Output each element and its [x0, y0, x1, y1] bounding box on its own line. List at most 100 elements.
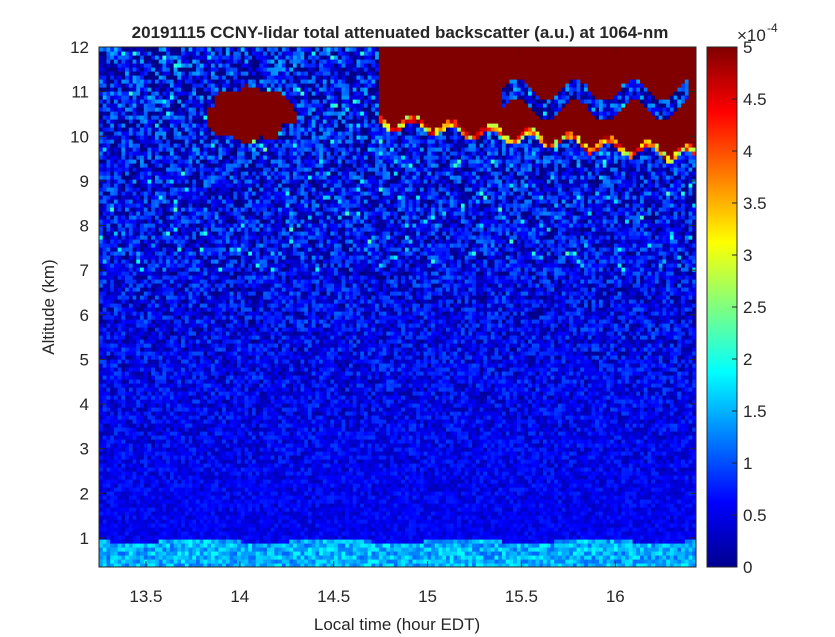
- heatmap-cell: [154, 143, 160, 148]
- heatmap-cell: [151, 351, 156, 356]
- heatmap-cell: [222, 323, 227, 328]
- heatmap-cell: [169, 47, 175, 52]
- heatmap-cell: [166, 239, 171, 244]
- heatmap-cell: [154, 563, 160, 567]
- heatmap-cell: [207, 111, 212, 116]
- heatmap-cell: [181, 399, 186, 404]
- heatmap-cell: [99, 403, 104, 408]
- heatmap-cell: [196, 167, 201, 172]
- heatmap-cell: [214, 47, 219, 52]
- heatmap-cell: [181, 367, 186, 372]
- heatmap-cell: [203, 439, 208, 444]
- heatmap-cell: [203, 319, 208, 324]
- heatmap-cell: [173, 275, 178, 280]
- heatmap-cell: [237, 51, 242, 56]
- heatmap-cell: [136, 327, 141, 332]
- heatmap-cell: [143, 283, 149, 288]
- heatmap-cell: [151, 367, 156, 372]
- heatmap-cell: [166, 311, 171, 316]
- heatmap-cell: [132, 359, 137, 364]
- heatmap-cell: [136, 55, 141, 60]
- heatmap-cell: [106, 359, 111, 364]
- heatmap-cell: [229, 563, 234, 567]
- heatmap-cell: [128, 267, 134, 272]
- heatmap-cell: [113, 407, 119, 412]
- heatmap-cell: [169, 235, 175, 240]
- heatmap-cell: [140, 559, 145, 564]
- heatmap-cell: [125, 455, 130, 460]
- heatmap-cell: [110, 143, 115, 148]
- heatmap-cell: [184, 495, 190, 500]
- heatmap-cell: [136, 399, 141, 404]
- heatmap-cell: [184, 79, 190, 84]
- heatmap-cell: [151, 267, 156, 272]
- heatmap-cell: [113, 279, 119, 284]
- heatmap-cell: [110, 95, 115, 100]
- heatmap-cell: [136, 111, 141, 116]
- heatmap-cell: [162, 379, 167, 384]
- heatmap-cell: [177, 451, 182, 456]
- heatmap-cell: [207, 279, 212, 284]
- heatmap-cell: [102, 231, 108, 236]
- heatmap-cell: [136, 363, 141, 368]
- heatmap-cell: [106, 415, 111, 420]
- heatmap-cell: [147, 295, 152, 300]
- heatmap-cell: [99, 547, 104, 552]
- heatmap-cell: [154, 495, 160, 500]
- heatmap-cell: [196, 219, 201, 224]
- heatmap-cell: [218, 415, 223, 420]
- heatmap-cell: [229, 327, 234, 332]
- heatmap-cell: [117, 155, 122, 160]
- heatmap-cell: [237, 391, 242, 396]
- heatmap-cell: [188, 247, 193, 252]
- heatmap-cell: [181, 99, 186, 104]
- heatmap-cell: [177, 551, 182, 556]
- heatmap-cell: [136, 231, 141, 236]
- heatmap-cell: [210, 179, 216, 184]
- heatmap-cell: [151, 167, 156, 172]
- heatmap-cell: [154, 195, 160, 200]
- heatmap-cell: [225, 403, 231, 408]
- heatmap-cell: [240, 443, 246, 448]
- heatmap-cell: [199, 515, 205, 520]
- heatmap-cell: [121, 395, 126, 400]
- heatmap-cell: [196, 423, 201, 428]
- heatmap-cell: [181, 535, 186, 540]
- heatmap-cell: [225, 267, 231, 272]
- heatmap-cell: [121, 195, 126, 200]
- heatmap-cell: [225, 391, 231, 396]
- heatmap-cell: [110, 423, 115, 428]
- heatmap-cell: [113, 71, 119, 76]
- heatmap-cell: [102, 51, 108, 56]
- heatmap-cell: [102, 519, 108, 524]
- heatmap-cell: [229, 159, 234, 164]
- heatmap-cell: [218, 271, 223, 276]
- heatmap-cell: [192, 211, 197, 216]
- heatmap-cell: [181, 495, 186, 500]
- heatmap-cell: [113, 123, 119, 128]
- heatmap-cell: [99, 499, 104, 504]
- heatmap-cell: [125, 155, 130, 160]
- heatmap-cell: [154, 231, 160, 236]
- heatmap-cell: [158, 187, 164, 192]
- heatmap-cell: [207, 223, 212, 228]
- heatmap-cell: [225, 247, 231, 252]
- heatmap-cell: [196, 211, 201, 216]
- heatmap-cell: [192, 219, 197, 224]
- heatmap-cell: [143, 359, 149, 364]
- heatmap-cell: [233, 519, 238, 524]
- heatmap-cell: [136, 63, 141, 68]
- heatmap-cell: [110, 279, 115, 284]
- heatmap-cell: [169, 143, 175, 148]
- heatmap-cell: [169, 307, 175, 312]
- heatmap-cell: [117, 475, 122, 480]
- heatmap-cell: [125, 383, 130, 388]
- heatmap-cell: [169, 175, 175, 180]
- heatmap-cell: [143, 555, 149, 560]
- heatmap-cell: [162, 215, 167, 220]
- heatmap-cell: [177, 91, 182, 96]
- heatmap-cell: [151, 407, 156, 412]
- heatmap-cell: [229, 143, 234, 148]
- heatmap-cell: [151, 471, 156, 476]
- heatmap-cell: [240, 371, 246, 376]
